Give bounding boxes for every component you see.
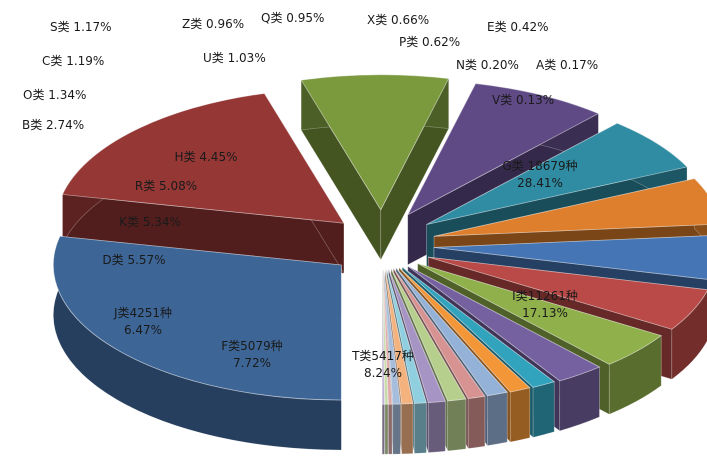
- slice-E类: [383, 269, 401, 405]
- slice-P类: [384, 269, 414, 405]
- slice-B类: [407, 265, 601, 382]
- slice-label-H类: H类 4.45%: [175, 150, 238, 164]
- slice-label-G类: G类 18679种: [502, 159, 577, 173]
- slice-label-R类: R类 5.08%: [135, 179, 197, 193]
- slice-percent-G类: 28.41%: [517, 176, 563, 190]
- slice-label-B类: B类 2.74%: [22, 118, 84, 132]
- slice-G类: [53, 235, 342, 401]
- slice-percent-I类: 17.13%: [522, 306, 568, 320]
- slice-rim-P类: [401, 403, 414, 455]
- slice-label-J类: J类4251种: [113, 306, 172, 320]
- slice-rim-X类: [414, 402, 427, 454]
- slice-rim-U类: [447, 398, 467, 452]
- slice-label-V类: V类 0.13%: [492, 93, 554, 107]
- slice-label-E类: E类 0.42%: [487, 20, 549, 34]
- slice-label-K类: K类 5.34%: [119, 215, 181, 229]
- slice-label-U类: U类 1.03%: [203, 51, 266, 65]
- slice-rim-C类: [509, 387, 531, 443]
- slice-U类: [390, 268, 467, 402]
- slice-O类: [402, 266, 556, 388]
- slice-labels: G类 18679种 28.41% I类11261种 17.13% T类5417种 8.24…: [22, 11, 598, 380]
- slice-rim-A类: [384, 403, 389, 455]
- slice-X类: [386, 268, 427, 404]
- slice-label-Z类: Z类 0.96%: [182, 17, 244, 31]
- slice-label-T类: T类5417种: [351, 349, 414, 363]
- slice-Z类: [393, 267, 486, 399]
- slice-percent-J类: 6.47%: [124, 323, 162, 337]
- slice-S类: [395, 267, 508, 397]
- slice-F类: [406, 83, 600, 216]
- slice-rim-E类: [392, 403, 401, 455]
- slice-rim-N类: [388, 403, 393, 455]
- slice-J类: [426, 122, 688, 225]
- slice-percent-T类: 8.24%: [364, 366, 402, 380]
- slice-label-S类: S类 1.17%: [50, 20, 112, 34]
- slice-label-A类: A类 0.17%: [536, 58, 598, 72]
- slice-label-C类: C类 1.19%: [42, 54, 104, 68]
- slice-rim-Q类: [428, 400, 446, 453]
- slice-label-Q类: Q类 0.95%: [261, 11, 324, 25]
- slice-label-I类: I类11261种: [512, 289, 578, 303]
- slice-T类: [300, 74, 450, 211]
- slice-rim-Z类: [467, 395, 486, 449]
- slice-H类: [417, 263, 663, 365]
- slice-V类: [381, 269, 385, 405]
- slice-label-D类: D类 5.57%: [102, 253, 165, 267]
- slice-I类: [61, 93, 345, 224]
- slice-Q类: [388, 268, 446, 403]
- slice-R类: [428, 256, 707, 330]
- slice-rim-V类: [381, 403, 385, 455]
- slice-label-O类: O类 1.34%: [23, 88, 86, 102]
- slice-C类: [398, 267, 531, 393]
- slice-K类: [434, 235, 707, 280]
- slice-percent-F类: 7.72%: [233, 356, 271, 370]
- slice-label-P类: P类 0.62%: [399, 35, 460, 49]
- slice-D类: [434, 178, 707, 237]
- slice-N类: [382, 269, 393, 405]
- slice-tops: [53, 74, 707, 405]
- slice-rim-S类: [487, 391, 508, 447]
- slice-rim-O类: [532, 381, 555, 438]
- slice-label-X类: X类 0.66%: [367, 13, 429, 27]
- slice-label-N类: N类 0.20%: [456, 58, 519, 72]
- slice-label-F类: F类5079种: [221, 339, 282, 353]
